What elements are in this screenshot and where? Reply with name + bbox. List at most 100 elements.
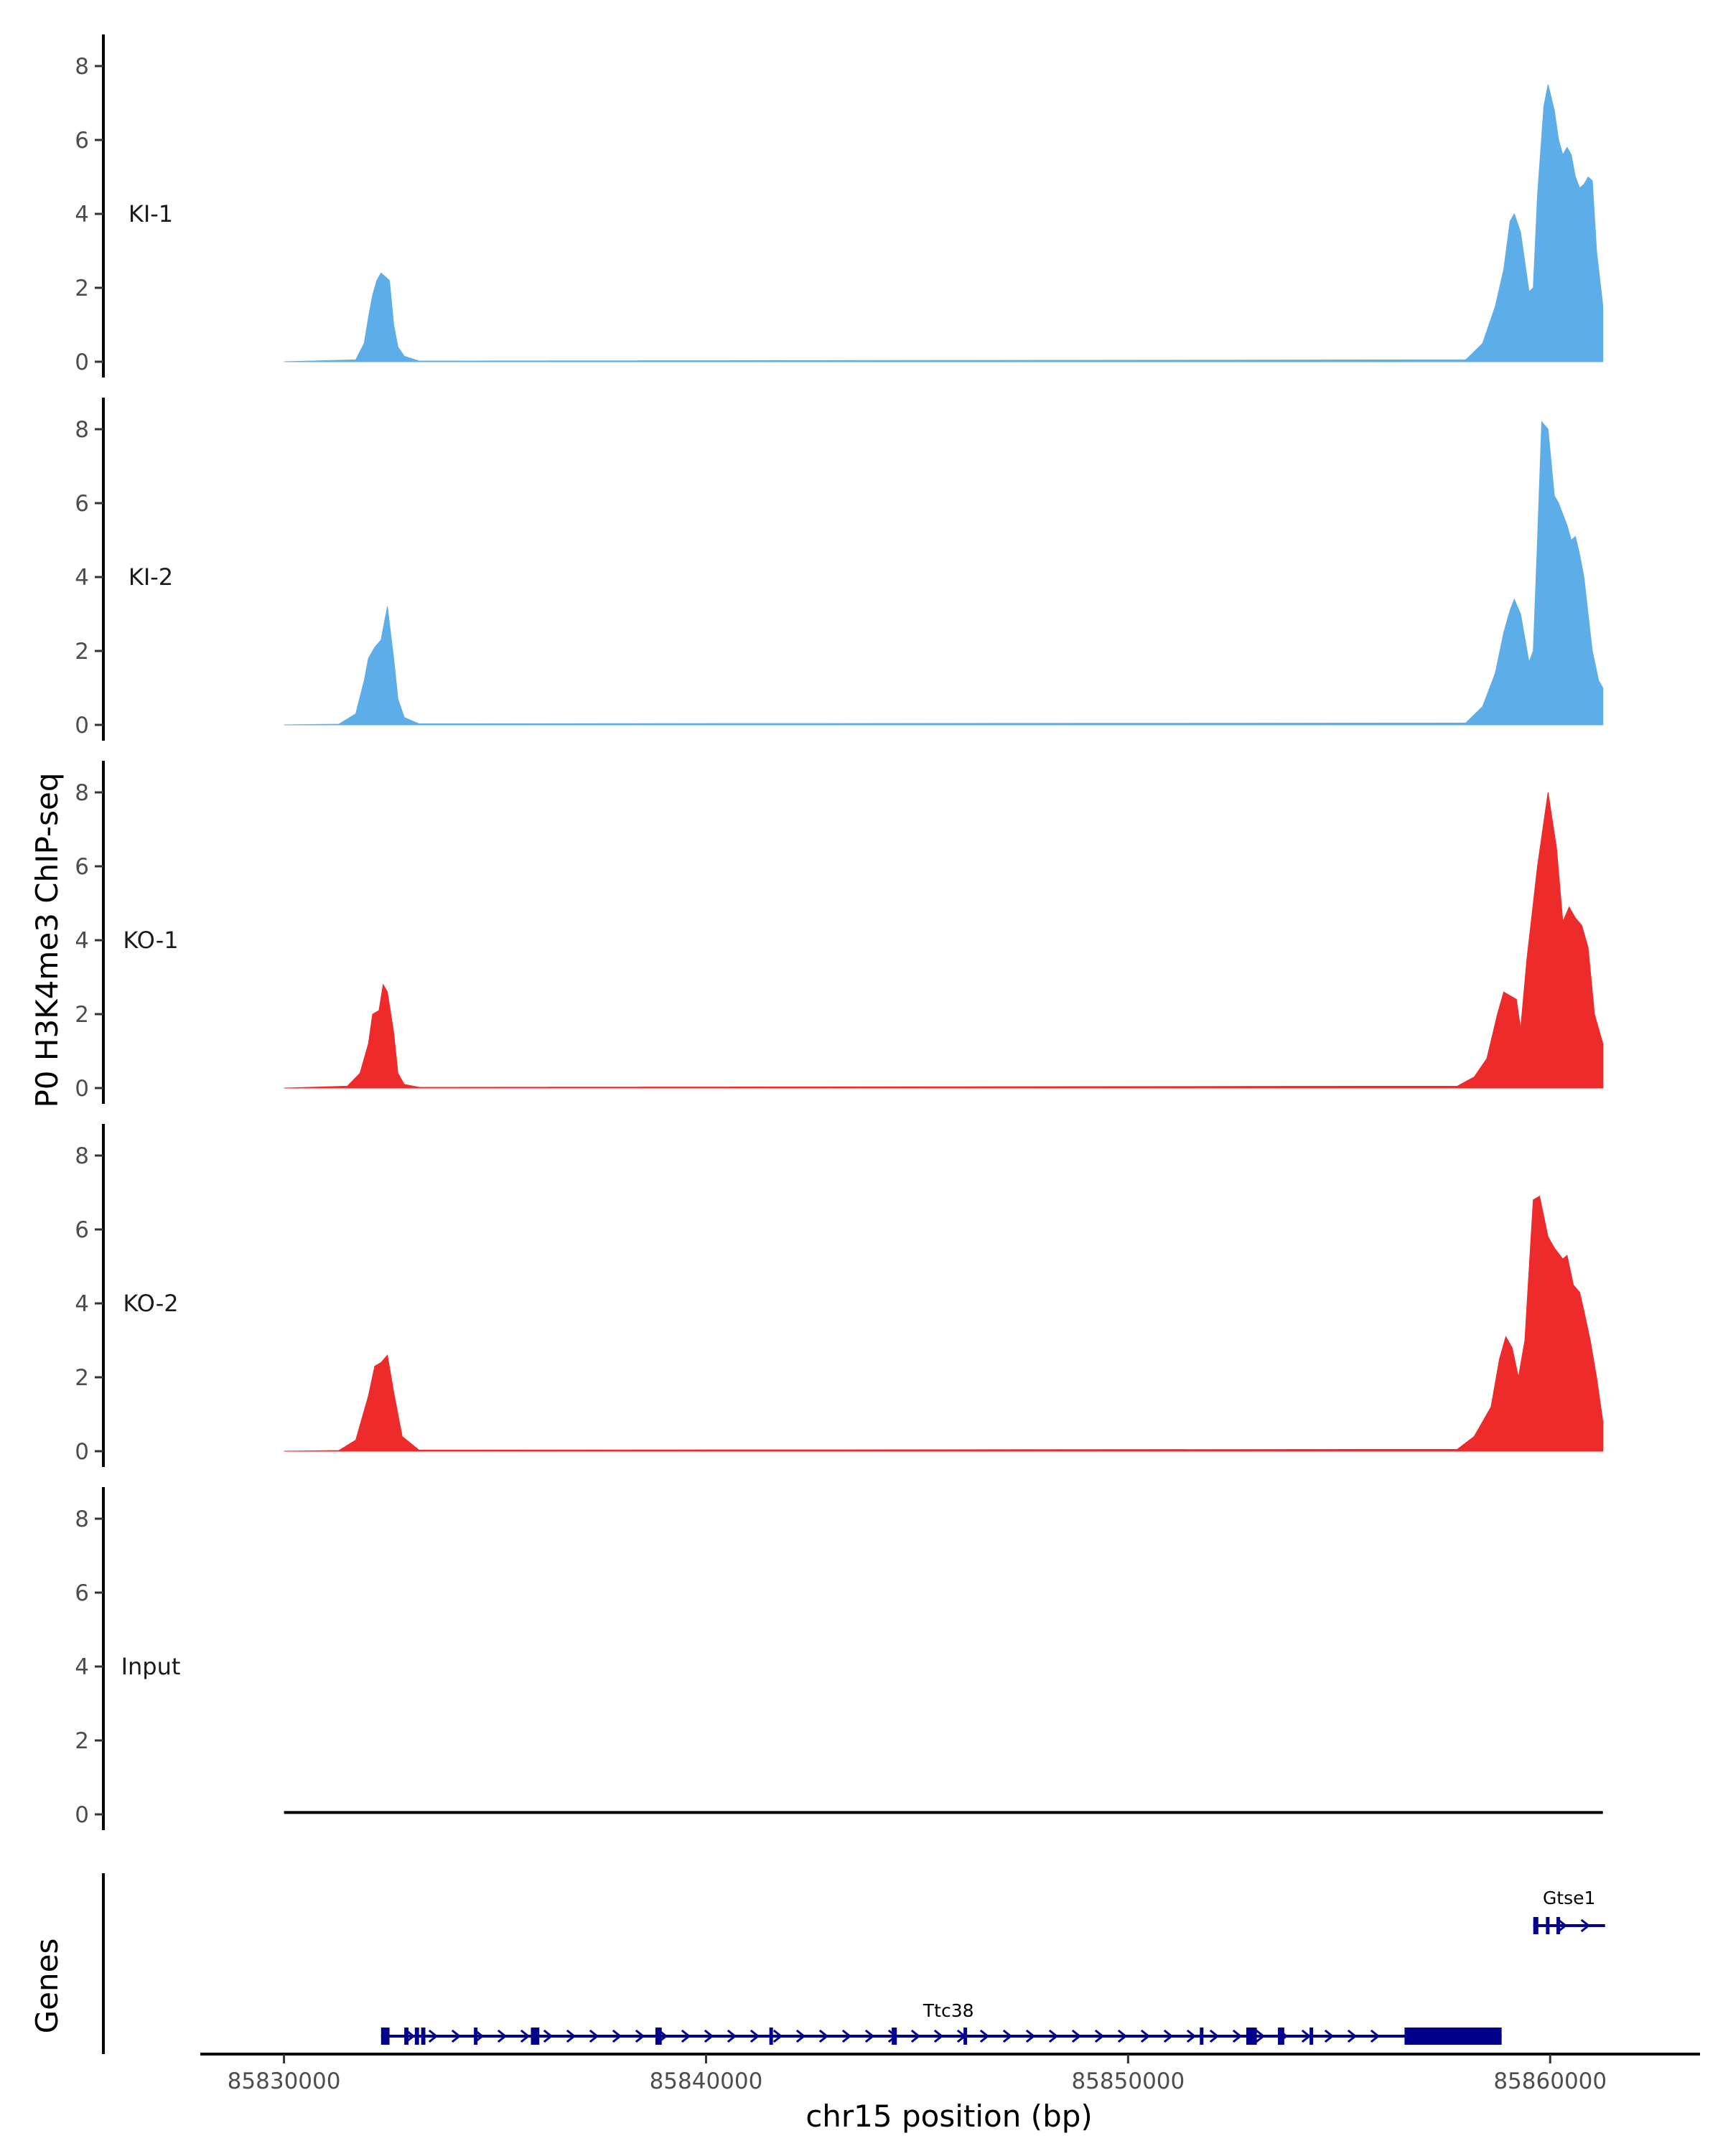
y-tick-label: 4: [75, 1291, 89, 1317]
strand-arrow: [1324, 2029, 1335, 2043]
strand-arrow: [451, 2029, 462, 2043]
strand-arrow: [1094, 2029, 1105, 2043]
y-tick-label: 8: [75, 417, 89, 443]
strand-arrow: [979, 2029, 990, 2043]
gene-name-label: Gtse1: [1543, 1888, 1596, 1908]
strand-arrow: [1025, 2029, 1036, 2043]
y-tick-label: 0: [75, 1439, 89, 1465]
strand-arrow: [1347, 2029, 1358, 2043]
strand-arrow: [704, 2029, 714, 2043]
y-tick-label: 2: [75, 1728, 89, 1754]
exon-block: [1556, 1917, 1561, 1934]
strand-arrow: [1301, 2029, 1312, 2043]
strand-arrow: [1255, 2029, 1266, 2043]
strand-arrow: [405, 2029, 416, 2043]
exon-block: [531, 2028, 540, 2045]
y-tick-label: 0: [75, 1076, 89, 1102]
strand-arrow: [1048, 2029, 1059, 2043]
y-tick-label: 2: [75, 639, 89, 665]
exon-block: [769, 2028, 773, 2045]
signal-area: [284, 421, 1604, 726]
track-name-label: KO-2: [123, 1290, 178, 1317]
strand-arrow: [1140, 2029, 1151, 2043]
strand-arrow: [1232, 2029, 1243, 2043]
strand-arrow: [1163, 2029, 1174, 2043]
track-panel-input: 0 2 4 6 8 Input: [75, 1487, 1603, 1830]
strand-arrow: [910, 2029, 921, 2043]
y-tick-label: 4: [75, 202, 89, 228]
track-panel-ki-1: 0 2 4 6 8 KI-1: [75, 34, 1604, 378]
y-tick-label: 0: [75, 1802, 89, 1828]
track-name-label: KO-1: [123, 927, 178, 954]
y-tick-label: 4: [75, 1654, 89, 1680]
exon-block: [1533, 1917, 1538, 1934]
y-tick-label: 6: [75, 491, 89, 517]
y-tick-label: 0: [75, 350, 89, 375]
signal-area: [284, 84, 1604, 362]
track-panel-ko-2: 0 2 4 6 8 KO-2: [75, 1124, 1604, 1467]
strand-arrow: [612, 2029, 622, 2043]
strand-arrow: [635, 2029, 645, 2043]
y-tick-label: 4: [75, 565, 89, 591]
exon-block: [1546, 1917, 1550, 1934]
strand-arrow: [566, 2029, 576, 2043]
gene-model-gtse1: Gtse1: [1533, 1888, 1605, 1934]
strand-arrow: [589, 2029, 599, 2043]
signal-area: [284, 1195, 1604, 1452]
y-tick-label: 6: [75, 128, 89, 154]
strand-arrow: [727, 2029, 737, 2043]
tracks-layer: 0 2 4 6 8 KI-1 0 2 4 6 8 KI-2 0 2 4 6 8 KO-1 0 2 4 6 8 KO-2 0 2 4 6…: [75, 34, 1604, 1830]
genes-axis-title: Genes: [29, 1939, 65, 2034]
exon-block: [1200, 2028, 1204, 2045]
exon-block: [1404, 2028, 1502, 2045]
y-tick-label: 0: [75, 713, 89, 739]
x-axis-title: chr15 position (bp): [806, 2099, 1093, 2134]
track-name-label: Input: [121, 1653, 181, 1680]
signal-area: [284, 792, 1604, 1089]
strand-arrow: [520, 2029, 531, 2043]
exon-block: [892, 2028, 897, 2045]
y-tick-label: 8: [75, 780, 89, 806]
exon-block: [380, 2028, 390, 2045]
y-tick-label: 6: [75, 1580, 89, 1606]
exon-block: [421, 2028, 426, 2045]
strand-arrow: [1209, 2029, 1220, 2043]
y-tick-label: 2: [75, 276, 89, 301]
y-tick-label: 4: [75, 928, 89, 954]
strand-arrow: [772, 2029, 783, 2043]
track-name-label: KI-1: [129, 200, 173, 228]
y-tick-label: 2: [75, 1002, 89, 1028]
strand-arrow: [497, 2029, 508, 2043]
strand-arrow: [818, 2029, 829, 2043]
x-tick-label: 85830000: [228, 2068, 341, 2094]
y-axis-title: P0 H3K4me3 ChIP-seq: [29, 772, 65, 1107]
exon-block: [1246, 2028, 1257, 2045]
strand-arrow: [1117, 2029, 1128, 2043]
strand-arrow: [933, 2029, 944, 2043]
y-tick-label: 6: [75, 854, 89, 880]
track-name-label: KI-2: [129, 563, 173, 591]
strand-arrow: [681, 2029, 691, 2043]
strand-arrow: [795, 2029, 806, 2043]
y-tick-label: 8: [75, 54, 89, 80]
strand-arrow: [1557, 1918, 1568, 1933]
y-tick-label: 8: [75, 1143, 89, 1169]
track-panel-ko-1: 0 2 4 6 8 KO-1: [75, 761, 1604, 1104]
y-tick-label: 8: [75, 1506, 89, 1532]
x-axis: 85830000 85840000 85850000 85860000: [200, 2053, 1700, 2094]
exon-block: [963, 2028, 968, 2045]
exon-block: [655, 2028, 662, 2045]
y-tick-label: 6: [75, 1217, 89, 1243]
gene-name-label: Ttc38: [923, 2000, 974, 2021]
genes-layer: Gtse1 Ttc38: [102, 1873, 1605, 2054]
track-panel-ki-2: 0 2 4 6 8 KI-2: [75, 398, 1604, 741]
strand-arrow: [1370, 2029, 1381, 2043]
x-tick-label: 85850000: [1071, 2068, 1185, 2094]
strand-arrow: [1186, 2029, 1197, 2043]
x-tick-label: 85860000: [1493, 2068, 1607, 2094]
strand-arrow: [428, 2029, 439, 2043]
strand-arrow: [1580, 1918, 1591, 1933]
exon-block: [1309, 2028, 1314, 2045]
